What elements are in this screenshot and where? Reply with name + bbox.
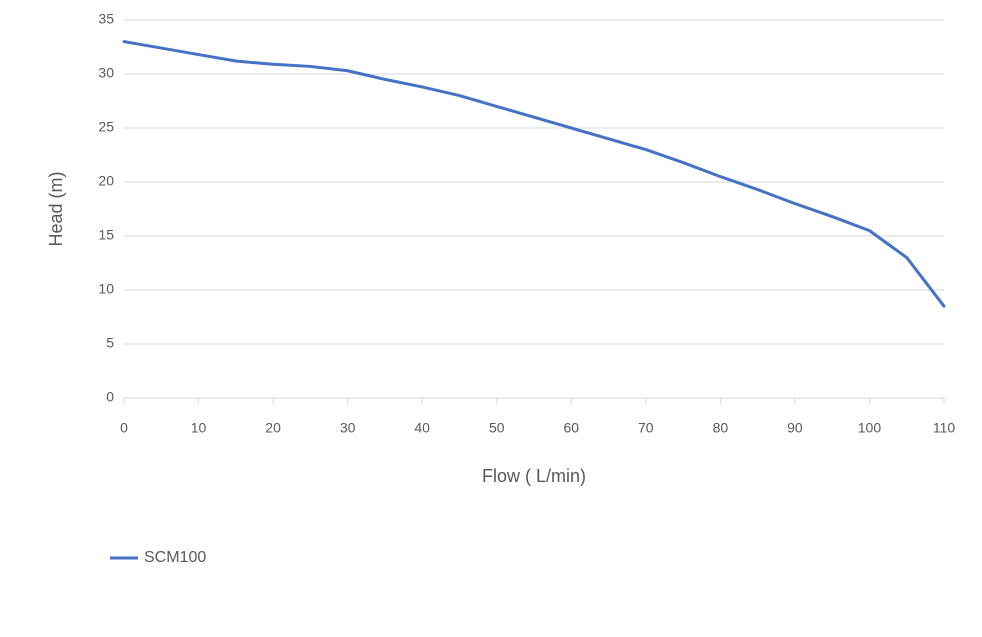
x-tick-label: 80 [713,419,729,435]
x-tick-label: 30 [340,419,356,435]
x-tick-label: 90 [787,419,803,435]
y-tick-label: 25 [98,119,114,135]
chart-canvas: 0 5 10 15 20 25 30 35 0 10 20 30 40 50 60 70 80 90 100 110 F… [0,0,982,637]
y-tick-label: 30 [98,65,114,81]
x-tick-label: 110 [933,419,956,435]
x-tick-label: 20 [265,419,281,435]
x-tick-label: 10 [191,419,207,435]
x-tick-label: 50 [489,419,505,435]
x-axis-title: Flow ( L/min) [482,466,586,486]
x-tick-label: 40 [414,419,430,435]
y-tick-label: 15 [98,227,114,243]
y-tick-label: 35 [98,11,114,27]
x-tick-label: 100 [858,419,882,435]
x-tick-label: 0 [120,419,128,435]
y-tick-label: 0 [106,389,114,405]
y-tick-label: 20 [98,173,114,189]
x-tick-label: 70 [638,419,654,435]
x-tick-label: 60 [563,419,579,435]
y-axis-title: Head (m) [46,171,66,246]
y-tick-label: 5 [106,335,114,351]
y-tick-label: 10 [98,281,114,297]
pump-curve-chart: 0 5 10 15 20 25 30 35 0 10 20 30 40 50 60 70 80 90 100 110 F… [0,0,982,637]
legend-label: SCM100 [144,549,206,566]
